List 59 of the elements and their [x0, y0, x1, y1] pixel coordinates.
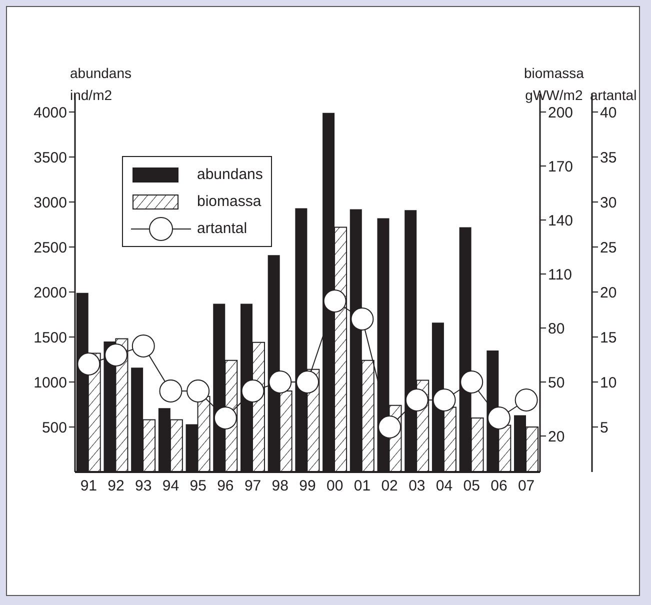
x-tick-label: 03 [408, 478, 426, 495]
x-tick-label: 95 [190, 478, 206, 495]
y2-tick-label: 140 [548, 212, 574, 230]
point [350, 308, 374, 330]
y2-tick-label: 50 [548, 374, 565, 392]
point [296, 370, 319, 394]
y3-tick-label: 30 [600, 194, 617, 212]
y3-tick-label: 20 [600, 284, 617, 302]
y3-tick-label: 15 [600, 329, 617, 346]
point [268, 370, 292, 394]
y3-tick-label: 40 [600, 104, 617, 122]
x-tick-label: 98 [272, 478, 288, 495]
x-tick-label: 96 [217, 478, 234, 495]
x-tick-label: 05 [463, 478, 480, 495]
point [104, 344, 128, 366]
y3-axis-title: artantal [590, 86, 637, 105]
x-tick-label: 93 [135, 478, 152, 495]
legend-label: abundans [197, 166, 263, 183]
y-tick-label: 4000 [34, 104, 67, 122]
y-tick-label: 1500 [34, 329, 67, 346]
y2-tick-label: 170 [548, 158, 574, 176]
y3-tick-label: 10 [600, 374, 617, 392]
y-tick-label: 2000 [34, 284, 67, 302]
x-tick-label: 04 [436, 478, 453, 495]
point [487, 406, 510, 430]
y-tick-label: 2500 [34, 239, 67, 256]
point [432, 388, 456, 412]
x-tick-label: 94 [162, 478, 180, 495]
y3-tick-label: 5 [600, 419, 608, 436]
x-tick-label: 00 [326, 478, 344, 495]
x-tick-label: 97 [244, 478, 262, 495]
y2-tick-label: 20 [548, 428, 565, 446]
y-tick-label: 500 [42, 419, 67, 436]
y2-axis-title: biomassa gWW/m2 [524, 64, 584, 105]
point [405, 388, 428, 412]
y2-tick-label: 110 [548, 266, 572, 284]
point [77, 352, 100, 376]
y3-tick-label: 35 [600, 149, 617, 166]
legend-label: biomassa [197, 193, 262, 210]
point [241, 380, 264, 402]
point [323, 290, 346, 312]
x-tick-label: 07 [518, 478, 535, 495]
x-tick-label: 92 [108, 478, 124, 495]
y-axis-title: abundans ind/m2 [70, 64, 132, 105]
y2-tick-label: 80 [548, 320, 565, 338]
point [378, 416, 402, 438]
y3-tick-label: 25 [600, 239, 617, 256]
x-tick-label: 02 [381, 478, 398, 495]
x-tick-label: 01 [354, 478, 371, 495]
y-tick-label: 3000 [34, 194, 67, 212]
point [214, 406, 237, 430]
point [460, 370, 484, 394]
x-tick-label: 06 [490, 478, 508, 495]
y-tick-label: 1000 [34, 374, 67, 392]
y2-tick-label: 200 [548, 104, 574, 122]
legend-label: artantal [197, 220, 248, 237]
x-tick-label: 99 [299, 478, 316, 495]
y-tick-label: 3500 [34, 149, 67, 166]
x-tick-label: 91 [80, 478, 98, 495]
